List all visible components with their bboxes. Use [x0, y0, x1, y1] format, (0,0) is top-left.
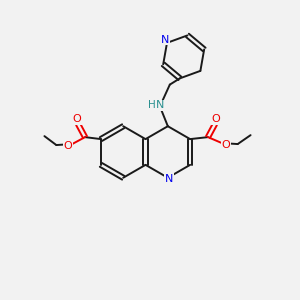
Text: N: N: [156, 100, 164, 110]
Text: O: O: [64, 141, 73, 151]
Text: N: N: [165, 174, 173, 184]
Text: H: H: [148, 100, 156, 110]
Text: N: N: [161, 35, 169, 45]
Text: O: O: [212, 114, 220, 124]
Text: O: O: [73, 114, 82, 124]
Text: O: O: [221, 140, 230, 150]
